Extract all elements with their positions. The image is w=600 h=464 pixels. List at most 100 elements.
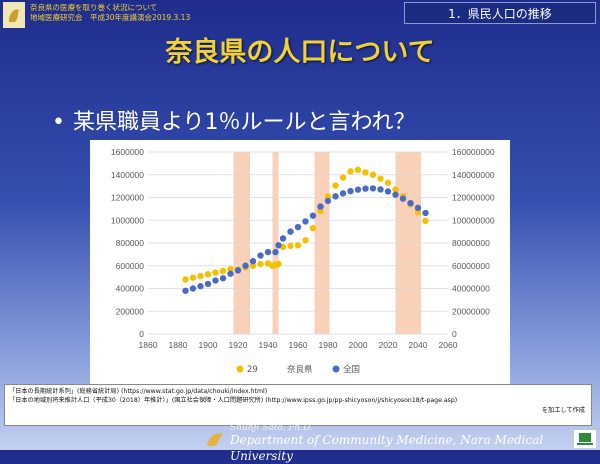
national-point [332, 193, 339, 200]
source-line-2: 「日本の地域別将来推計人口（平成30（2018）年推計）」(国立社会保障・人口問… [9, 397, 458, 404]
national-point [362, 185, 369, 192]
y-right-tick-label: 40000000 [452, 284, 490, 294]
x-tick-label: 2040 [409, 340, 428, 350]
national-point [339, 190, 347, 197]
nara-point [422, 217, 429, 225]
national-point [302, 218, 309, 225]
national-point [414, 204, 422, 212]
y-right-tick-label: 60000000 [452, 261, 490, 271]
nara-point [294, 242, 302, 249]
section-tab: 1．県民人口の推移 [404, 2, 596, 24]
department-name: Department of Community Medicine, Nara M… [230, 433, 544, 463]
y-left-tick-label: 0 [139, 329, 144, 339]
national-point [182, 287, 189, 294]
university-logo-icon [574, 430, 596, 448]
national-point [422, 209, 429, 217]
legend-label: 全国 [343, 364, 360, 375]
nara-point [377, 175, 384, 182]
national-point [275, 242, 282, 249]
national-point [264, 248, 272, 256]
national-point [234, 267, 242, 274]
x-tick-label: 1860 [139, 340, 158, 350]
nara-point [317, 207, 324, 215]
nara-point [189, 274, 197, 281]
y-left-tick-label: 1200000 [111, 193, 144, 203]
nara-point [362, 169, 369, 176]
y-right-tick-label: 0 [452, 329, 457, 339]
national-point [212, 277, 219, 284]
national-point [257, 252, 264, 259]
national-point [249, 258, 257, 265]
national-point [407, 199, 414, 207]
national-point [294, 223, 302, 231]
header-line-1: 奈良県の医療を取り巻く状況について [30, 3, 158, 12]
header-line-2: 地域医療研究会 平成30年度講演会2019.3.13 [30, 13, 191, 22]
legend-label: 奈良県 [287, 364, 313, 375]
national-point [384, 188, 392, 195]
national-point [377, 186, 384, 193]
x-tick-label: 1900 [199, 340, 218, 350]
y-right-tick-label: 20000000 [452, 306, 490, 316]
national-point [204, 280, 212, 288]
y-right-tick-label: 160000000 [452, 147, 495, 157]
nara-point [204, 271, 212, 278]
nara-point [339, 174, 347, 181]
organization-logo [3, 2, 25, 28]
legend-marker [332, 365, 340, 373]
national-point [197, 283, 204, 290]
nara-point [257, 260, 264, 268]
national-point [369, 185, 377, 192]
nara-point [414, 209, 422, 216]
national-point [227, 270, 234, 277]
nara-point [324, 193, 332, 200]
x-tick-label: 1960 [289, 340, 308, 350]
national-point [324, 197, 332, 205]
y-left-tick-label: 800000 [116, 238, 145, 248]
slide-title: 奈良県の人口について [165, 37, 435, 68]
national-point [392, 191, 399, 198]
nara-point [392, 186, 399, 193]
x-tick-label: 1880 [169, 340, 188, 350]
national-point [399, 195, 407, 202]
national-point [279, 235, 287, 242]
national-point [309, 212, 317, 219]
nara-point [287, 242, 294, 250]
x-tick-label: 1920 [229, 340, 248, 350]
nara-point [212, 269, 219, 276]
nara-point [227, 265, 234, 273]
y-left-tick-label: 200000 [116, 306, 145, 316]
chart-svg: 0 200000 400000 600000 800000 1000000 1200000 1… [111, 147, 495, 375]
y-right-tick-label: 80000000 [452, 238, 490, 248]
nara-point [197, 272, 204, 280]
national-point [354, 186, 362, 193]
nara-point [182, 276, 189, 283]
bullet-text: 某県職員より1％ルールと言われ？ [73, 110, 416, 135]
x-tick-label: 2060 [439, 340, 458, 350]
nara-point [275, 260, 282, 268]
author-name: Shuhji Sato, Ph.D. [230, 423, 313, 433]
nara-point [302, 236, 309, 244]
national-point [317, 203, 324, 210]
nara-point [347, 168, 354, 175]
header-info: 奈良県の医療を取り巻く状況について 地域医療研究会 平成30年度講演会2019.… [30, 3, 190, 23]
bullet-dot-icon: • [52, 110, 65, 135]
y-left-tick-label: 1600000 [111, 147, 144, 157]
source-note: を加工して作成 [541, 407, 585, 414]
y-right-tick-label: 120000000 [452, 193, 495, 203]
source-line-1: 「日本の長期統計系列」(総務省統計局) (https://www.stat.go… [9, 388, 268, 395]
national-point [242, 262, 249, 269]
nara-point [219, 267, 227, 275]
nara-point [249, 262, 257, 269]
nara-point [369, 171, 377, 178]
national-point [272, 248, 279, 256]
nara-point [332, 182, 339, 189]
population-chart: 0 200000 400000 600000 800000 1000000 1200000 1… [90, 140, 510, 385]
national-point [287, 228, 294, 235]
national-point [189, 285, 197, 292]
y-left-tick-label: 600000 [116, 261, 145, 271]
footer-emblem-icon [207, 433, 223, 446]
x-tick-label: 1980 [319, 340, 338, 350]
y-left-tick-label: 400000 [116, 284, 145, 294]
legend-label: 29 [247, 365, 258, 375]
y-left-tick-label: 1400000 [111, 170, 144, 180]
